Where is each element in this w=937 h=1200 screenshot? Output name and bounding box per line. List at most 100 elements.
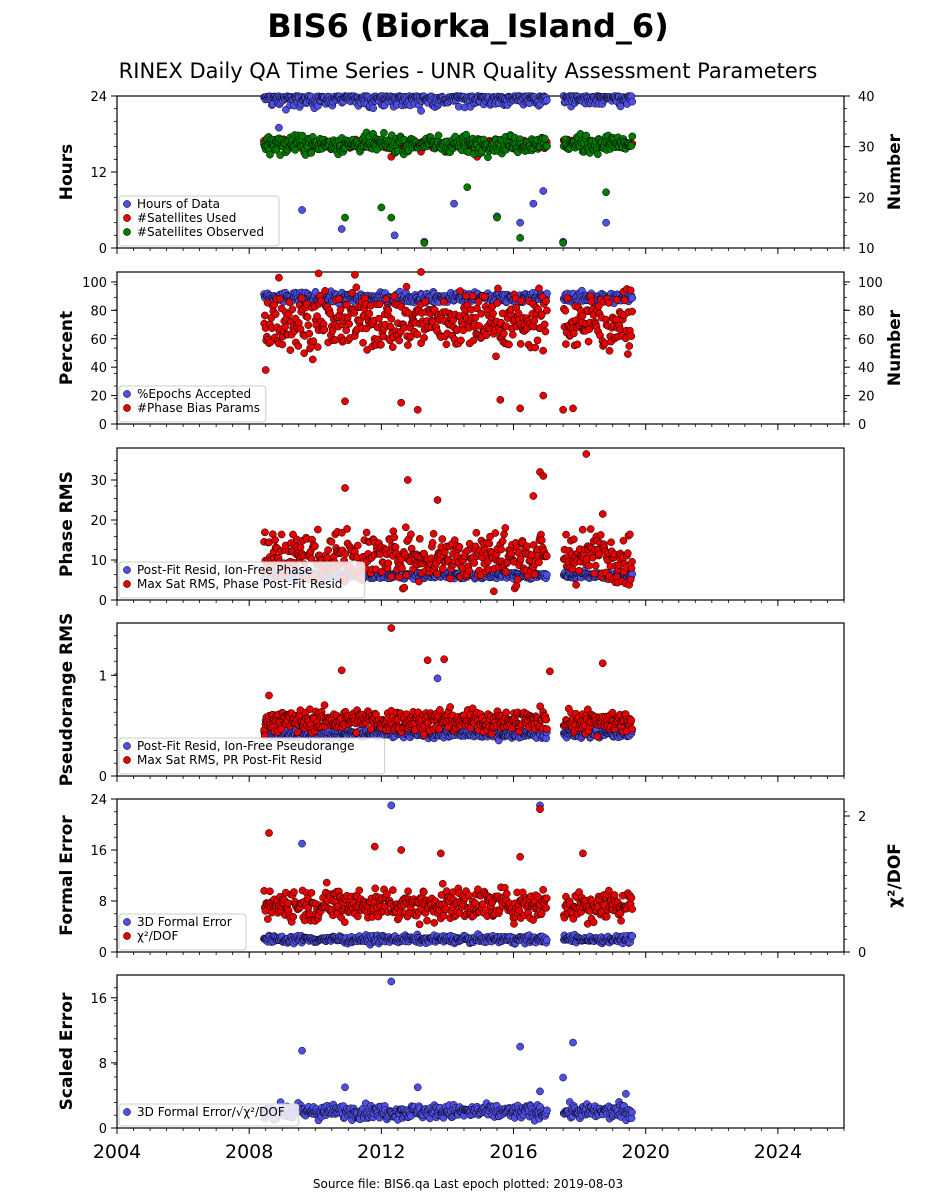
data-point bbox=[492, 352, 500, 361]
data-point bbox=[586, 525, 595, 533]
data-point bbox=[271, 310, 280, 318]
y-tick-label: 30 bbox=[90, 474, 107, 489]
data-point bbox=[596, 531, 605, 539]
data-point bbox=[624, 350, 632, 358]
data-point bbox=[395, 573, 404, 582]
legend-label: Post-Fit Resid, Ion-Free Pseudorange bbox=[137, 739, 355, 753]
data-point bbox=[583, 705, 592, 714]
legend-box bbox=[118, 561, 366, 599]
data-point bbox=[455, 543, 464, 551]
outlier-point bbox=[496, 396, 505, 404]
data-point bbox=[626, 575, 635, 584]
data-point bbox=[535, 558, 543, 567]
data-point bbox=[308, 355, 317, 364]
data-point bbox=[587, 297, 596, 306]
data-point bbox=[533, 336, 542, 345]
data-point bbox=[578, 311, 587, 320]
data-point bbox=[543, 725, 551, 733]
series-2 bbox=[260, 268, 636, 414]
data-point bbox=[314, 525, 322, 534]
data-point bbox=[563, 294, 572, 303]
data-point bbox=[353, 541, 362, 550]
y-tick-label: 24 bbox=[90, 793, 107, 808]
legend-marker bbox=[123, 742, 131, 750]
data-point bbox=[327, 537, 336, 546]
outlier-point bbox=[337, 666, 346, 675]
legend: %Epochs Accepted#Phase Bias Params bbox=[118, 385, 267, 423]
data-point bbox=[542, 96, 551, 105]
y-right-tick-label: 20 bbox=[858, 191, 875, 206]
outlier-point bbox=[387, 213, 396, 222]
data-point bbox=[484, 153, 492, 162]
data-point bbox=[320, 701, 329, 709]
data-point bbox=[540, 320, 549, 329]
data-point bbox=[311, 542, 319, 551]
data-point bbox=[508, 330, 517, 339]
legend-marker bbox=[123, 580, 131, 588]
data-point bbox=[628, 307, 636, 316]
data-point bbox=[608, 708, 617, 717]
data-point bbox=[517, 297, 526, 306]
y-tick-label: 80 bbox=[90, 304, 107, 319]
outlier-point bbox=[602, 218, 610, 227]
data-point bbox=[365, 309, 374, 318]
outlier-point bbox=[314, 269, 323, 278]
outlier-point bbox=[433, 496, 442, 504]
legend-label: Post-Fit Resid, Ion-Free Phase bbox=[137, 563, 312, 577]
data-point bbox=[288, 305, 297, 314]
footer-source: Source file: BIS6.qa Last epoch plotted:… bbox=[313, 1177, 623, 1191]
legend-box bbox=[118, 195, 280, 247]
y-right-tick-label: 2 bbox=[858, 810, 866, 825]
data-point bbox=[620, 296, 629, 305]
data-point bbox=[374, 314, 383, 323]
data-point bbox=[285, 298, 294, 307]
data-point bbox=[359, 338, 367, 347]
outlier-point bbox=[265, 691, 273, 700]
data-point bbox=[573, 340, 582, 349]
data-point bbox=[605, 346, 614, 355]
outlier-point bbox=[539, 391, 548, 400]
data-point bbox=[384, 306, 393, 314]
data-point bbox=[384, 559, 393, 568]
data-point bbox=[433, 569, 442, 578]
data-point bbox=[456, 287, 465, 295]
data-point bbox=[324, 546, 333, 554]
data-point bbox=[489, 587, 498, 596]
points-group bbox=[260, 624, 636, 745]
data-point bbox=[470, 559, 479, 567]
data-point bbox=[497, 545, 506, 554]
y-axis-label: Hours bbox=[57, 144, 77, 201]
y-tick-label: 20 bbox=[90, 390, 107, 405]
outlier-point bbox=[417, 268, 425, 276]
data-point bbox=[438, 564, 447, 573]
y-right-tick-label: 10 bbox=[858, 242, 875, 257]
data-point bbox=[457, 336, 465, 345]
series-2 bbox=[260, 624, 636, 741]
legend-marker bbox=[123, 228, 131, 236]
legend-label: #Phase Bias Params bbox=[137, 401, 260, 415]
data-point bbox=[604, 299, 613, 307]
data-point bbox=[471, 313, 480, 322]
data-point bbox=[345, 320, 353, 328]
outlier-point bbox=[275, 273, 283, 282]
outlier-point bbox=[463, 183, 472, 192]
data-point bbox=[543, 142, 551, 151]
outlier-point bbox=[413, 405, 422, 414]
legend-label: #Satellites Used bbox=[137, 211, 236, 225]
data-point bbox=[407, 530, 415, 539]
data-point bbox=[395, 336, 404, 345]
y-right-tick-label: 0 bbox=[858, 418, 866, 433]
data-point bbox=[281, 322, 290, 331]
data-point bbox=[593, 150, 602, 159]
y-tick-label: 0 bbox=[99, 946, 107, 961]
y-tick-label: 0 bbox=[99, 770, 107, 785]
outlier-point bbox=[598, 659, 607, 668]
data-point bbox=[402, 282, 411, 291]
y-right-axis-label: Number bbox=[885, 133, 905, 210]
outlier-point bbox=[529, 199, 538, 208]
data-point bbox=[531, 343, 540, 352]
outlier-point bbox=[539, 472, 548, 480]
series-1 bbox=[260, 801, 637, 949]
